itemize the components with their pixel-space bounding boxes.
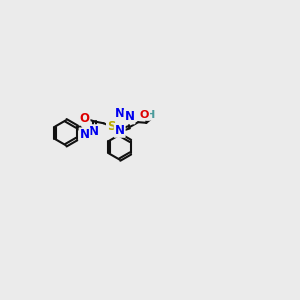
Text: N: N [89, 125, 99, 138]
Text: O: O [80, 112, 90, 125]
Text: H: H [146, 110, 156, 120]
Text: N: N [80, 128, 90, 141]
Text: S: S [107, 120, 116, 133]
Text: O: O [140, 110, 149, 120]
Text: N: N [115, 107, 125, 120]
Text: N: N [115, 124, 125, 137]
Text: N: N [124, 110, 134, 123]
